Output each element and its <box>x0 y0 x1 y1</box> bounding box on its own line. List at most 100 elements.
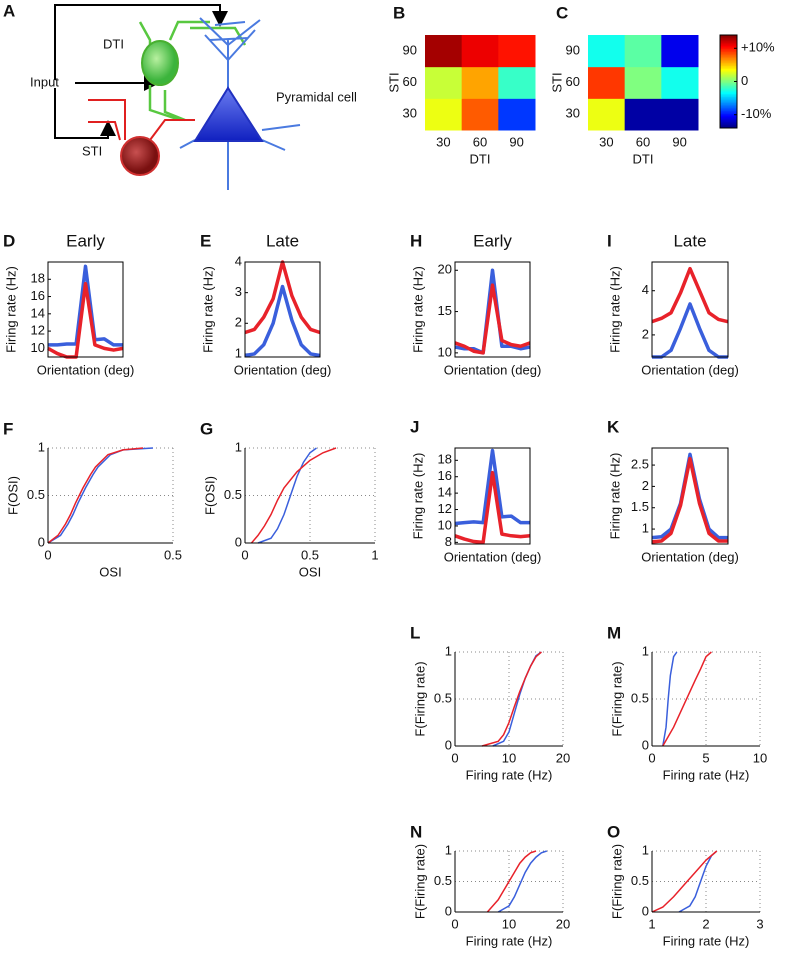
x-axis-label: Orientation (deg) <box>234 362 332 377</box>
colorbar-segment <box>720 83 737 86</box>
y-tick-label: 90 <box>403 42 417 57</box>
y-tick-label: 1 <box>445 842 452 857</box>
plot-frame <box>454 447 531 545</box>
heat-cell <box>425 98 463 131</box>
cdf-line <box>662 651 712 747</box>
colorbar-segment <box>720 75 737 78</box>
y-tick-label: 20 <box>438 262 452 277</box>
colorbar-segment <box>720 36 737 39</box>
colorbar-segment <box>720 61 737 64</box>
y-axis-label: F(OSI) <box>5 476 20 515</box>
x-tick-label: 20 <box>556 750 570 765</box>
y-tick-label: 0 <box>445 903 452 918</box>
x-tick-label: 1 <box>371 547 378 562</box>
x-tick-label: 90 <box>509 134 523 149</box>
heat-cell <box>498 35 536 68</box>
y-tick-label: 1 <box>642 521 649 536</box>
colorbar-segment <box>720 104 737 107</box>
x-tick-label: 60 <box>636 134 650 149</box>
series-line <box>454 268 531 355</box>
heat-cell <box>425 35 463 68</box>
panel-letter: H <box>410 231 422 250</box>
y-tick-label: 2 <box>235 315 242 330</box>
plot-frame <box>244 261 321 358</box>
colorbar-segment <box>720 114 737 117</box>
y-tick-label: 0.5 <box>434 873 452 888</box>
colorbar-segment <box>720 118 737 121</box>
cdf-line <box>497 850 548 913</box>
colorbar-segment <box>720 79 737 82</box>
series-line <box>47 281 124 359</box>
x-tick-label: 30 <box>599 134 613 149</box>
cdf-line <box>257 447 317 544</box>
colorbar-segment <box>720 115 737 118</box>
panel-letter: N <box>410 822 422 841</box>
y-axis-label: F(Firing rate) <box>609 661 624 736</box>
y-tick-label: 0 <box>38 534 45 549</box>
x-axis-label: Firing rate (Hz) <box>663 933 750 948</box>
panel-letter: J <box>410 417 419 436</box>
x-tick-label: 10 <box>502 750 516 765</box>
colorbar-segment <box>720 90 737 93</box>
colorbar-segment <box>720 70 737 73</box>
x-axis-label: OSI <box>299 564 321 579</box>
plot-frame <box>651 261 729 358</box>
colorbar-segment <box>720 62 737 65</box>
plot-frame <box>454 261 531 358</box>
y-axis-label: F(OSI) <box>202 476 217 515</box>
y-tick-label: 0 <box>642 903 649 918</box>
colorbar-segment <box>720 48 737 51</box>
y-tick-label: 0 <box>235 534 242 549</box>
y-axis-label: STI <box>386 72 401 92</box>
panel-letter: B <box>393 3 405 22</box>
series-line <box>651 266 729 324</box>
x-tick-label: 90 <box>672 134 686 149</box>
panel-title: Early <box>66 231 105 250</box>
colorbar-segment <box>720 110 737 113</box>
y-tick-label: 0.5 <box>631 690 649 705</box>
series-line <box>454 283 531 355</box>
colorbar-segment <box>720 84 737 87</box>
colorbar-segment <box>720 76 737 79</box>
x-axis-label: Orientation (deg) <box>641 362 739 377</box>
x-tick-label: 0.5 <box>301 547 319 562</box>
colorbar-segment <box>720 121 737 124</box>
series-line <box>651 452 728 540</box>
heat-cell <box>624 66 662 99</box>
y-tick-label: 1 <box>642 643 649 658</box>
colorbar-segment <box>720 81 737 84</box>
y-tick-label: 18 <box>438 452 452 467</box>
colorbar-segment <box>720 103 737 106</box>
colorbar-segment <box>720 72 737 75</box>
colorbar-segment <box>720 67 737 70</box>
panel-title: Late <box>673 231 706 250</box>
y-tick-label: 10 <box>31 340 45 355</box>
colorbar-segment <box>720 107 737 110</box>
y-tick-label: 8 <box>445 534 452 549</box>
panel-letter: E <box>200 231 211 250</box>
colorbar-segment <box>720 58 737 61</box>
wire <box>54 88 116 139</box>
colorbar-segment <box>720 97 737 100</box>
colorbar-segment <box>720 52 737 55</box>
colorbar-segment <box>720 47 737 50</box>
y-tick-label: 3 <box>235 284 242 299</box>
cdf-line <box>250 447 337 544</box>
y-tick-label: 30 <box>566 106 580 121</box>
label: STI <box>82 143 102 158</box>
panel-letter: M <box>607 623 621 642</box>
heat-cell <box>661 66 699 99</box>
heat-cell <box>588 66 626 99</box>
panel-letter: I <box>607 231 612 250</box>
cdf-line <box>651 850 718 913</box>
y-tick-label: 0.5 <box>631 873 649 888</box>
y-tick-label: 1 <box>38 439 45 454</box>
y-tick-label: 1 <box>235 345 242 360</box>
colorbar-segment <box>720 45 737 48</box>
series-line <box>454 470 531 545</box>
colorbar-segment <box>720 87 737 90</box>
colorbar-tick-label: +10% <box>741 40 775 55</box>
x-tick-label: 10 <box>753 750 767 765</box>
